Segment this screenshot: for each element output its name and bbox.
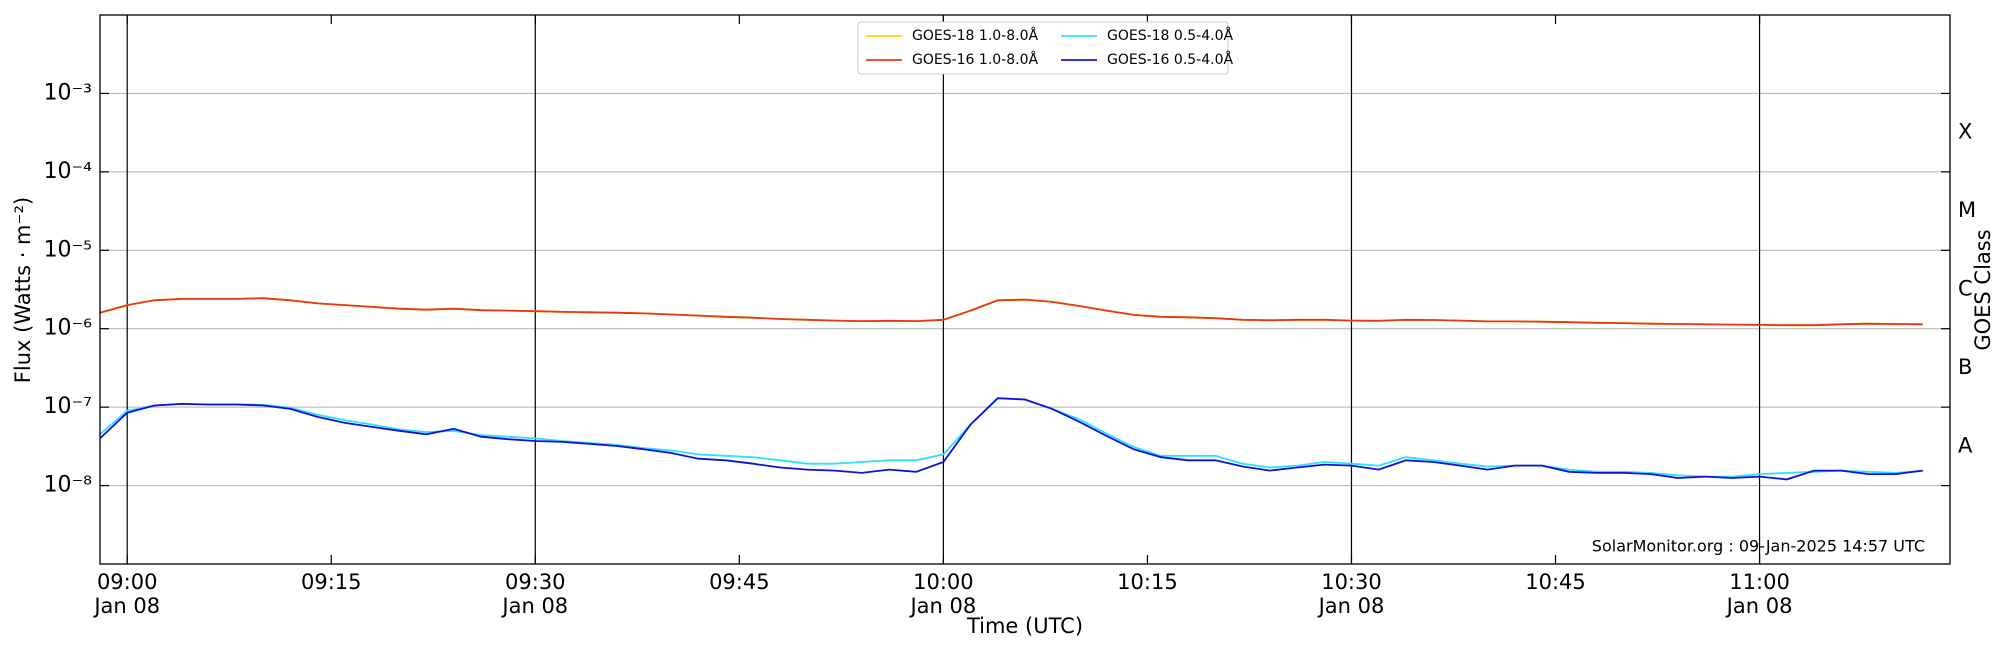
y-tick-label: 10⁻⁴ <box>44 159 93 184</box>
legend-label: GOES-16 1.0-8.0Å <box>912 51 1038 68</box>
legend: GOES-18 1.0-8.0Å GOES-16 1.0-8.0Å GOES-18 … <box>857 21 1233 75</box>
x-tick-label: 09:45 <box>709 570 770 594</box>
x-axis-label: Time (UTC) <box>966 614 1083 638</box>
annotation: SolarMonitor.org : 09-Jan-2025 14:57 UTC <box>1592 537 1925 556</box>
x-tick-label: 09:00 Jan 08 <box>94 570 161 618</box>
y2-tick-label: M <box>1958 198 1976 222</box>
x-tick-label: 10:30 Jan 08 <box>1318 570 1385 618</box>
y-axis-label: Flux (Watts · m⁻²) <box>11 197 35 383</box>
plot-frame <box>99 14 1951 565</box>
y2-axis-label: GOES Class <box>1971 229 1995 350</box>
x-tick-label: 10:45 <box>1525 570 1586 594</box>
y2-tick-label: A <box>1958 433 1973 457</box>
y-tick-label: 10⁻⁸ <box>44 473 93 498</box>
x-tick-label: 09:15 <box>300 570 362 594</box>
y2-tick-label: B <box>1958 355 1972 379</box>
legend-label: GOES-18 1.0-8.0Å <box>912 27 1038 44</box>
y-tick-label: 10⁻⁷ <box>44 394 92 419</box>
series-line <box>99 397 1923 481</box>
x-tick-label: 10:00 Jan 08 <box>910 570 977 618</box>
y2-tick-label: X <box>1958 120 1972 144</box>
legend-label: GOES-18 0.5-4.0Å <box>1107 27 1233 44</box>
y-tick-label: 10⁻⁵ <box>44 237 92 262</box>
series-line <box>99 397 1923 478</box>
y-tick-label: 10⁻⁶ <box>44 316 93 341</box>
x-tick-label: 10:15 <box>1117 570 1178 594</box>
x-tick-label: 11:00 Jan 08 <box>1726 570 1793 618</box>
series-line <box>99 297 1923 327</box>
legend-label: GOES-16 0.5-4.0Å <box>1107 51 1233 68</box>
y-tick-label: 10⁻³ <box>44 80 92 105</box>
x-tick-label: 09:30 Jan 08 <box>502 570 569 618</box>
y2-tick-label: C <box>1958 277 1973 301</box>
series-line <box>99 297 1923 327</box>
legend-box <box>857 21 1229 75</box>
